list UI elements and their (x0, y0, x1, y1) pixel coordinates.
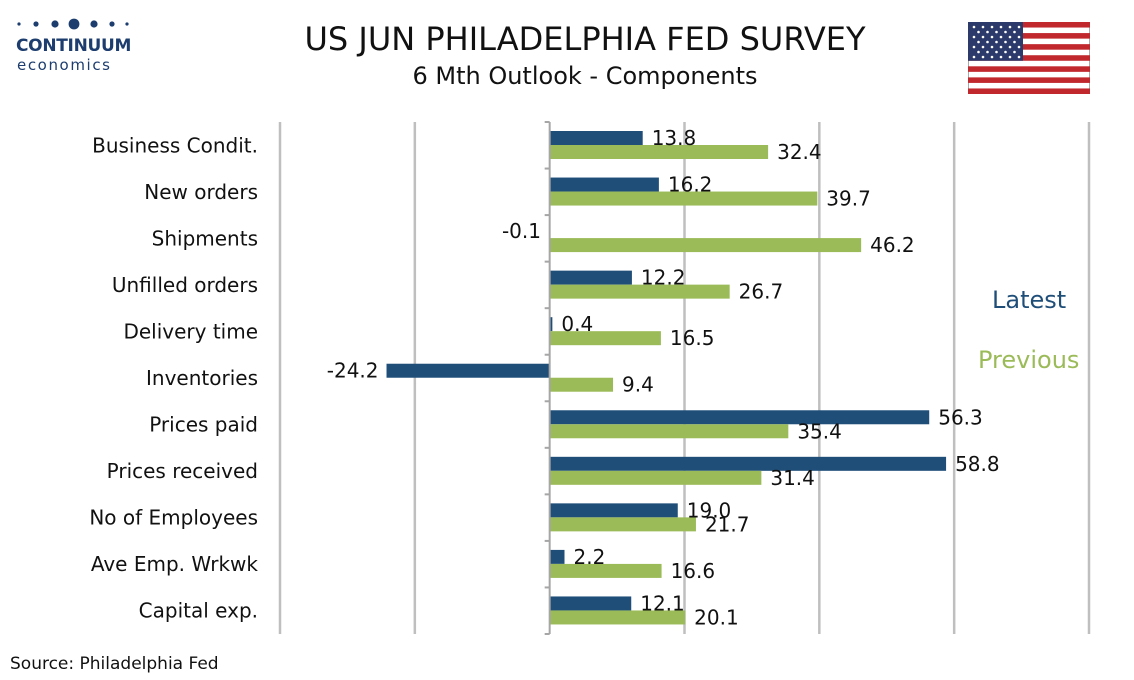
bar-latest (549, 410, 930, 425)
value-label-latest: 13.8 (652, 126, 697, 150)
bar-previous (549, 610, 686, 625)
value-label-latest: 12.2 (641, 266, 686, 290)
value-label-latest: 16.2 (668, 173, 713, 197)
category-label: Prices paid (149, 413, 258, 437)
bar-previous (549, 470, 762, 485)
chart-subtitle: 6 Mth Outlook - Components (412, 62, 758, 90)
bar-latest (549, 596, 632, 611)
value-label-latest: 2.2 (573, 545, 605, 569)
bar-latest (549, 177, 659, 192)
continuum-economics-logo: CONTINUUM economics (10, 14, 140, 74)
bar-latest (549, 317, 553, 332)
value-label-previous: 16.6 (671, 559, 716, 583)
value-label-previous: 46.2 (870, 233, 915, 257)
value-label-previous: 32.4 (777, 140, 822, 164)
value-label-previous: 21.7 (705, 512, 750, 536)
value-label-previous: 31.4 (770, 466, 815, 490)
brand-sub: economics (17, 56, 112, 74)
category-label: Unfilled orders (112, 273, 258, 297)
bar-previous (549, 145, 769, 159)
chart-title: US JUN PHILADELPHIA FED SURVEY (304, 20, 866, 58)
value-label-latest: 12.1 (640, 591, 685, 615)
category-label: No of Employees (89, 506, 258, 530)
value-label-latest: 0.4 (561, 312, 593, 336)
source-note: Source: Philadelphia Fed (10, 654, 219, 674)
legend-latest: Latest (992, 286, 1067, 314)
labels: Business Condit. 13.8 32.4 New orders 16.2 39… (89, 126, 999, 629)
category-label: Inventories (146, 366, 258, 390)
bars (386, 131, 947, 625)
bar-previous (549, 331, 661, 346)
category-label: Business Condit. (92, 133, 258, 157)
logo-dots-icon (17, 18, 129, 30)
category-label: Shipments (152, 226, 258, 250)
value-label-previous: 35.4 (797, 419, 842, 443)
value-label-previous: 20.1 (694, 605, 739, 629)
bar-previous (549, 238, 862, 253)
value-label-latest: -24.2 (327, 359, 379, 383)
bar-previous (549, 517, 696, 532)
bar-previous (549, 563, 662, 578)
value-label-previous: 39.7 (826, 187, 871, 211)
legend-previous: Previous (978, 346, 1080, 374)
category-label: New orders (144, 180, 258, 204)
bar-latest (549, 270, 632, 285)
bar-latest (549, 131, 643, 145)
category-label: Prices received (107, 459, 258, 483)
bar-previous (549, 191, 818, 206)
value-label-previous: 26.7 (739, 280, 784, 304)
bar-latest (549, 549, 565, 564)
value-label-latest: 19.0 (687, 498, 732, 522)
value-label-latest: 56.3 (938, 405, 983, 429)
value-label-previous: 16.5 (670, 326, 715, 350)
value-label-latest: -0.1 (502, 219, 541, 243)
category-label: Capital exp. (139, 599, 258, 623)
category-label: Delivery time (123, 319, 258, 343)
zero-axis (544, 121, 551, 635)
value-label-latest: 58.8 (955, 452, 1000, 476)
category-label: Ave Emp. Wrkwk (91, 552, 259, 576)
bar-previous (549, 424, 789, 439)
brand-name: CONTINUUM (16, 36, 132, 56)
bar-latest (386, 363, 550, 378)
bar-previous (549, 284, 730, 299)
bar-latest (549, 456, 947, 471)
bar-latest (549, 503, 678, 518)
grid-lines (278, 122, 1091, 634)
bar-previous (549, 377, 614, 392)
value-label-previous: 9.4 (622, 373, 654, 397)
us-flag-icon (968, 22, 1090, 94)
